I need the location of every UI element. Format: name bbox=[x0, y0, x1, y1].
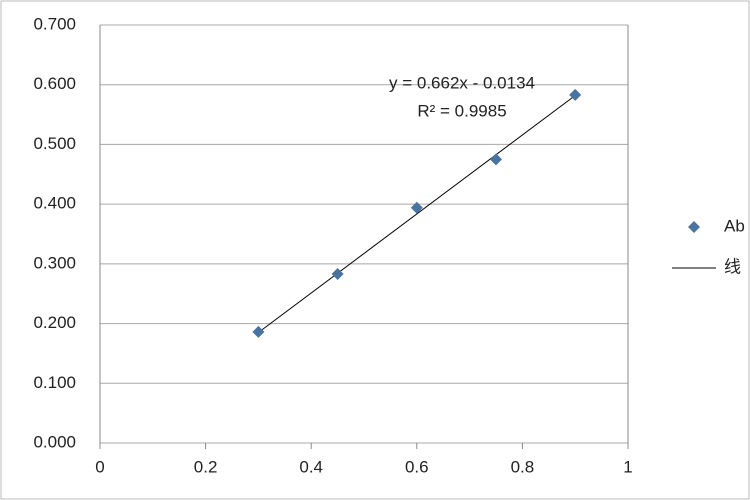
x-tick-label: 0.6 bbox=[405, 457, 429, 476]
legend-label: 线 bbox=[724, 257, 741, 276]
y-tick-label: 0.500 bbox=[33, 134, 76, 153]
y-tick-label: 0.400 bbox=[33, 194, 76, 213]
x-tick-label: 1 bbox=[623, 457, 632, 476]
data-point bbox=[410, 201, 423, 214]
y-tick-label: 0.000 bbox=[33, 432, 76, 451]
trendline bbox=[258, 95, 576, 333]
y-tick-label: 0.300 bbox=[33, 253, 76, 272]
legend-label: Ab bbox=[724, 216, 745, 235]
y-tick-label: 0.100 bbox=[33, 373, 76, 392]
y-tick-label: 0.200 bbox=[33, 313, 76, 332]
y-tick-label: 0.600 bbox=[33, 74, 76, 93]
y-tick-label: 0.700 bbox=[33, 14, 76, 33]
trendline-equation: y = 0.662x - 0.0134 bbox=[389, 73, 535, 92]
x-tick-label: 0 bbox=[95, 457, 104, 476]
data-point bbox=[331, 268, 344, 281]
data-point bbox=[490, 153, 502, 166]
data-point bbox=[569, 88, 582, 101]
legend-marker bbox=[688, 221, 700, 233]
data-point bbox=[252, 325, 265, 338]
x-tick-label: 0.4 bbox=[299, 457, 323, 476]
x-tick-label: 0.8 bbox=[511, 457, 535, 476]
x-tick-label: 0.2 bbox=[194, 457, 218, 476]
r-squared: R² = 0.9985 bbox=[417, 101, 506, 120]
